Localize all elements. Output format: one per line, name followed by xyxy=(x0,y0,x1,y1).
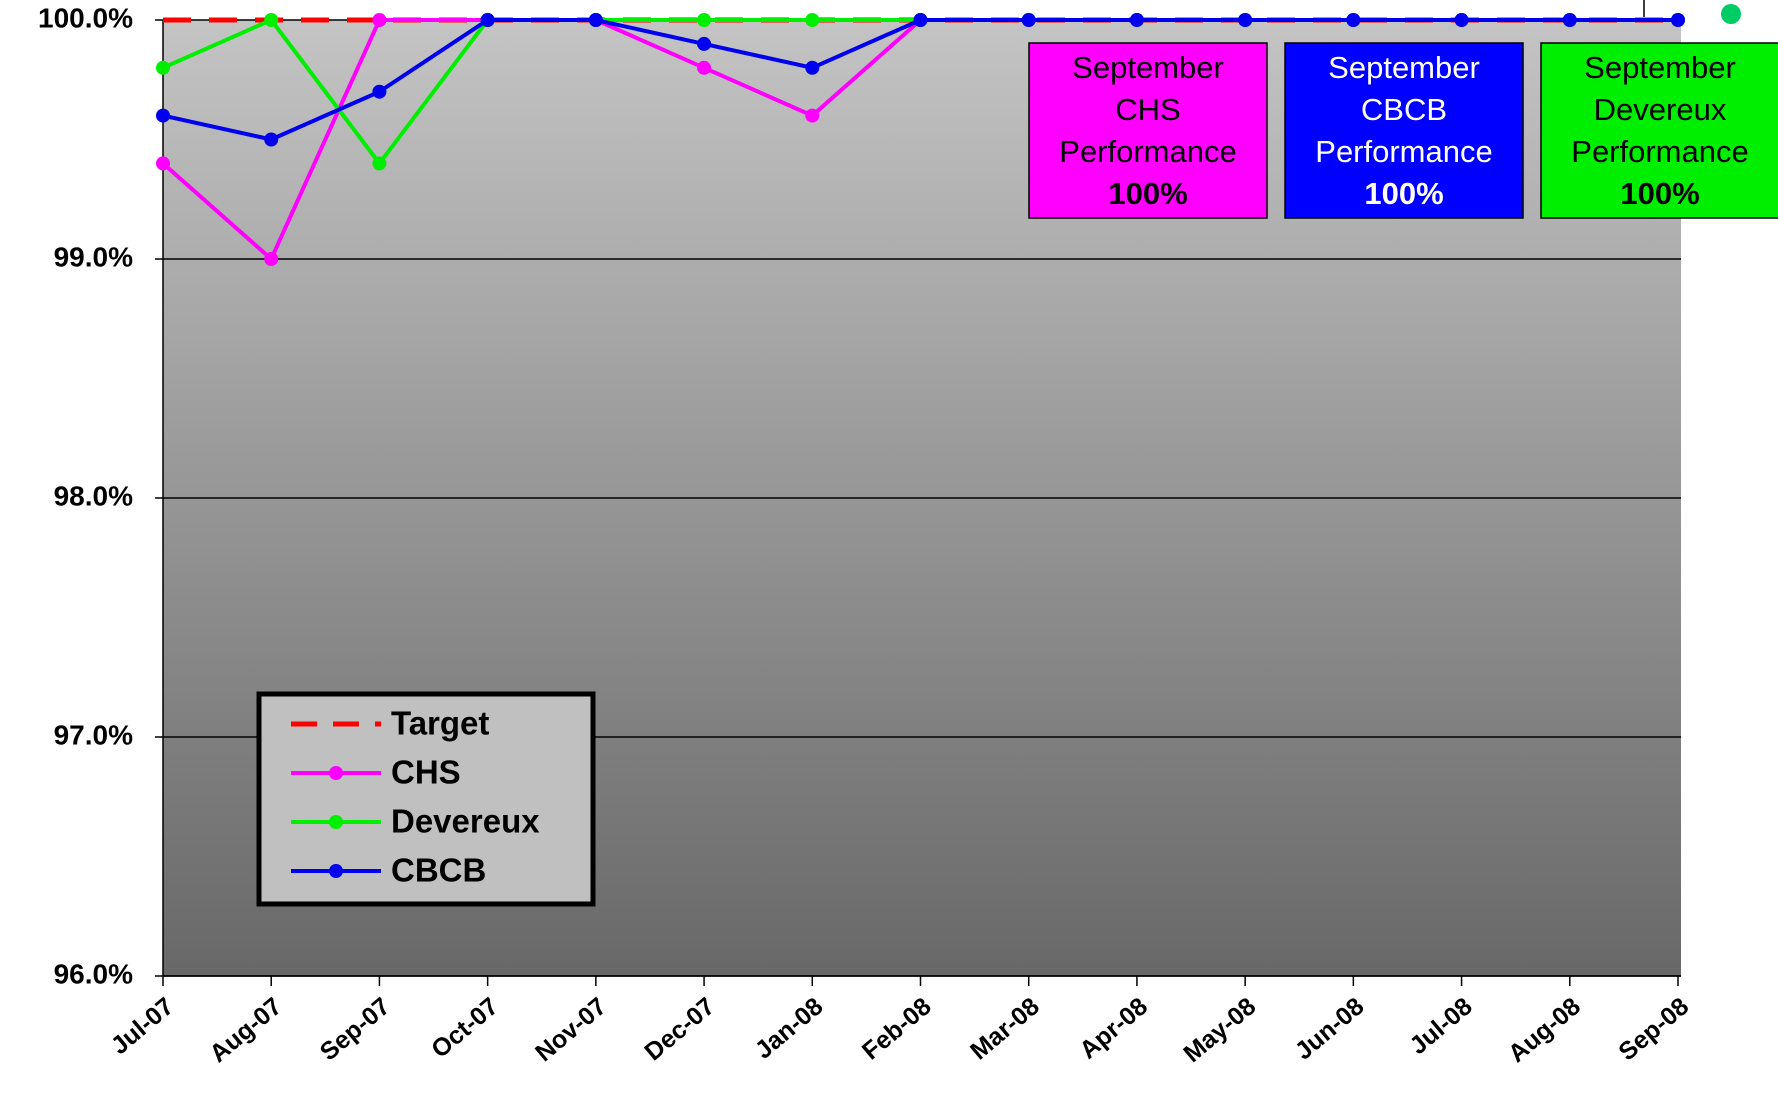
annotation-text: Devereux xyxy=(1594,92,1727,127)
marker xyxy=(1021,13,1036,27)
annotation-text: Performance xyxy=(1059,134,1236,169)
x-tick-label: Jul-08 xyxy=(1404,992,1477,1060)
annotation-text: September xyxy=(1328,50,1480,85)
annotation-text: September xyxy=(1072,50,1224,85)
annotation-box xyxy=(1028,42,1268,219)
annotation-box xyxy=(1284,42,1524,219)
x-tick-label: Oct-07 xyxy=(426,992,504,1063)
y-tick-label: 97.0% xyxy=(54,719,133,750)
legend-label: CHS xyxy=(391,754,461,791)
marker xyxy=(156,60,170,75)
legend-label: Target xyxy=(391,705,489,742)
decoration-dot xyxy=(1721,4,1741,24)
marker xyxy=(264,13,279,27)
legend-marker xyxy=(329,864,343,878)
x-tick-label: Nov-07 xyxy=(530,992,612,1067)
marker xyxy=(372,13,387,27)
y-tick-label: 99.0% xyxy=(54,241,133,272)
marker xyxy=(697,36,712,51)
annotation-text: CHS xyxy=(1115,92,1180,127)
legend-marker xyxy=(329,766,343,780)
x-tick-label: Aug-07 xyxy=(204,992,287,1068)
marker xyxy=(264,132,279,147)
x-tick-label: Jan-08 xyxy=(750,992,829,1064)
annotation-text: CBCB xyxy=(1361,92,1447,127)
x-tick-label: Aug-08 xyxy=(1503,992,1586,1068)
marker xyxy=(1238,13,1253,27)
x-tick-label: Feb-08 xyxy=(857,992,937,1065)
marker xyxy=(697,13,712,27)
annotation-value: 100% xyxy=(1620,176,1699,211)
x-tick-label: Dec-07 xyxy=(639,992,720,1066)
y-tick-label: 98.0% xyxy=(54,480,133,511)
legend-label: Devereux xyxy=(391,803,540,840)
marker xyxy=(480,13,495,27)
marker xyxy=(156,108,170,123)
annotation-value: 100% xyxy=(1364,176,1443,211)
annotation-text: Performance xyxy=(1571,134,1748,169)
marker xyxy=(588,13,603,27)
marker xyxy=(1454,13,1469,27)
marker xyxy=(805,108,820,123)
annotation-value: 100% xyxy=(1108,176,1187,211)
legend-marker xyxy=(329,815,343,829)
x-tick-label: Sep-07 xyxy=(315,992,396,1066)
legend-label: CBCB xyxy=(391,852,486,889)
marker xyxy=(1671,13,1685,27)
annotation-text: Performance xyxy=(1315,134,1492,169)
y-tick-label: 100.0% xyxy=(38,2,133,33)
annotation-box xyxy=(1540,42,1778,219)
marker xyxy=(805,60,820,75)
marker xyxy=(697,60,712,75)
x-tick-label: Mar-08 xyxy=(965,992,1045,1065)
x-tick-label: May-08 xyxy=(1178,992,1261,1068)
marker xyxy=(913,13,928,27)
x-tick-label: Jul-07 xyxy=(106,992,179,1060)
x-tick-label: Jun-08 xyxy=(1290,992,1370,1065)
x-tick-label: Apr-08 xyxy=(1074,992,1153,1064)
y-tick-label: 96.0% xyxy=(54,958,133,989)
marker xyxy=(1346,13,1361,27)
marker xyxy=(372,156,387,171)
marker xyxy=(264,252,279,266)
annotation-text: September xyxy=(1584,50,1736,85)
marker xyxy=(805,13,820,27)
x-tick-label: Sep-08 xyxy=(1613,992,1694,1066)
marker xyxy=(1129,13,1144,27)
marker xyxy=(372,84,387,99)
marker xyxy=(1562,13,1577,27)
marker xyxy=(156,156,170,171)
